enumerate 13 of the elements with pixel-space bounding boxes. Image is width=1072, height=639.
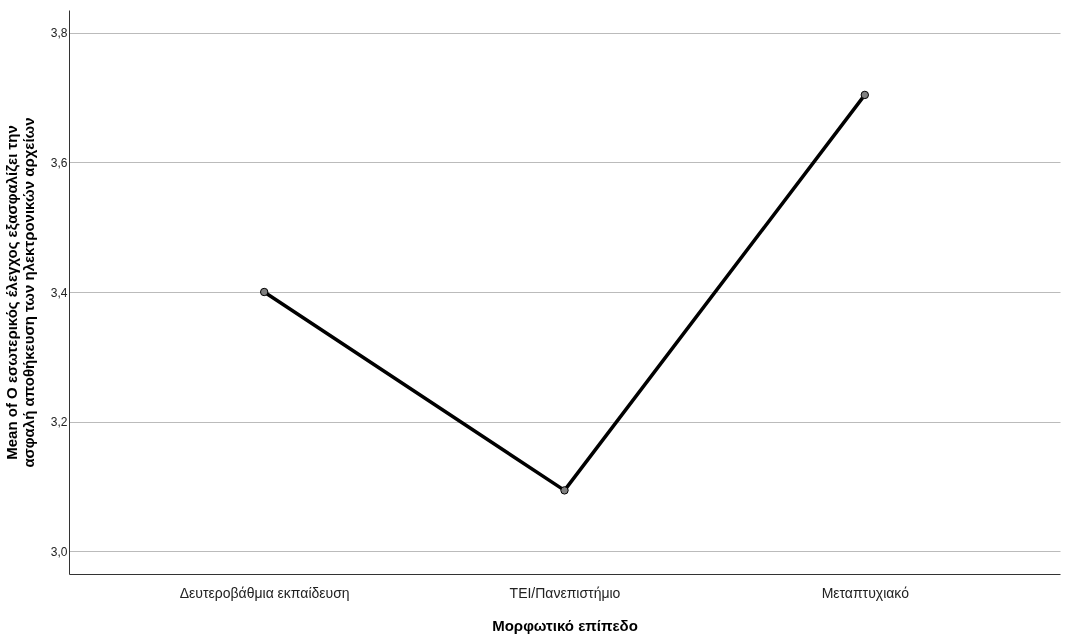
x-axis-title: Μορφωτικό επίπεδο <box>492 616 638 634</box>
x-tick-label: ΤΕΙ/Πανεπιστήμιο <box>509 584 621 601</box>
y-tick-label: 3,2 <box>50 415 68 430</box>
y-tick-label: 3,8 <box>50 26 68 41</box>
y-axis-title: Mean of Ο εσωτερικός έλεγχος εξασφαλίζει την ασφαλή αποθήκευση των ηλεκτρονικών αρχείων <box>2 117 37 468</box>
y-tick-label: 3,0 <box>50 544 68 559</box>
point <box>259 287 269 297</box>
y-tick-label: 3,6 <box>50 155 68 170</box>
y-tick-label: 3,4 <box>50 285 68 300</box>
x-tick-label: Δευτεροβάθμια εκπαίδευση <box>179 584 350 601</box>
point <box>860 90 870 100</box>
point <box>560 486 569 495</box>
x-tick-label: Μεταπτυχιακό <box>821 584 910 601</box>
